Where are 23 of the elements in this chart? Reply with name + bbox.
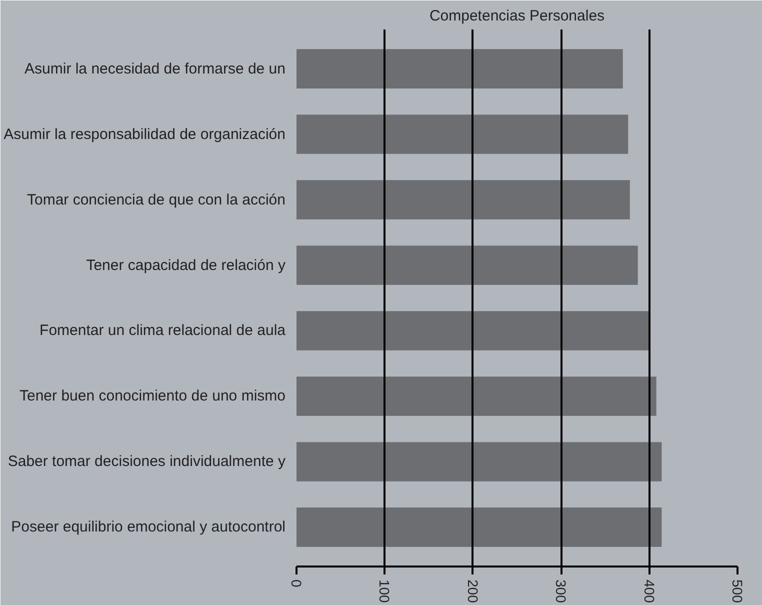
bar: [296, 180, 630, 220]
x-tick-label: 300: [553, 580, 570, 604]
y-tick-label: Tomar conciencia de que con la acción: [27, 191, 286, 208]
y-tick-label: Asumir la responsabilidad de organización: [4, 126, 286, 143]
bar: [296, 246, 638, 285]
x-tick-label: 500: [730, 580, 746, 604]
chart-title: Competencias Personales: [429, 8, 605, 24]
x-tick-label: 0: [288, 580, 304, 588]
x-tick-label: 100: [376, 580, 393, 604]
y-tick-label: Asumir la necesidad de formarse de un: [24, 60, 286, 78]
y-tick-label: Tener capacidad de relación y: [86, 256, 286, 274]
x-tick-label: 400: [641, 580, 658, 604]
y-tick-label: Fomentar un clima relacional de aula: [40, 322, 286, 340]
bar: [296, 114, 628, 154]
bar: [296, 508, 662, 547]
y-tick-label: Tener buen conocimiento de uno mismo: [20, 388, 286, 405]
bar: [296, 49, 623, 88]
y-tick-label: Poseer equilibrio emocional y autocontrol: [11, 518, 286, 536]
x-tick-label: 200: [464, 580, 481, 604]
bar: [296, 311, 650, 350]
bar: [296, 376, 656, 416]
y-tick-label: Saber tomar decisiones individualmente y: [8, 453, 286, 470]
bar: [296, 442, 662, 482]
